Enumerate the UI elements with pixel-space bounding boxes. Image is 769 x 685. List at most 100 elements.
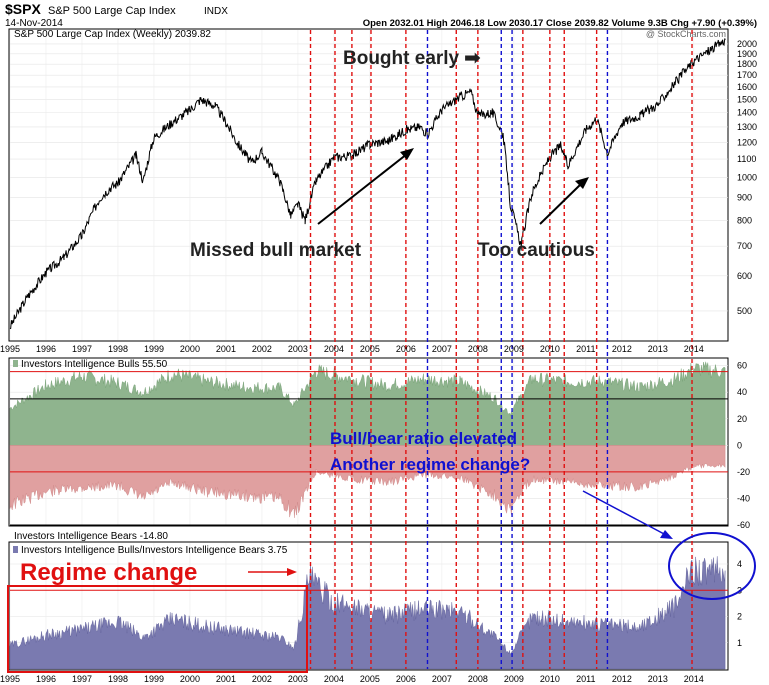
x-tick-label: 1995 xyxy=(0,674,20,684)
x-tick-label: 1998 xyxy=(108,344,128,354)
x-tick-label: 2004 xyxy=(324,344,344,354)
price-y-tick: 1600 xyxy=(737,82,757,92)
highlight-box xyxy=(7,585,308,673)
x-tick-label: 2007 xyxy=(432,344,452,354)
annotation-bull-bear-elevated: Bull/bear ratio elevated xyxy=(330,429,517,448)
ratio-y-tick: 2 xyxy=(737,612,742,622)
ratio-area xyxy=(9,556,726,670)
x-tick-label: 2011 xyxy=(576,674,595,684)
highlight-ellipse xyxy=(668,532,756,600)
x-tick-label: 2009 xyxy=(504,344,524,354)
ohlc-text: Open 2032.01 High 2046.18 Low 2030.17 Cl… xyxy=(363,18,757,29)
x-tick-label: 2002 xyxy=(252,674,272,684)
x-tick-label: 1999 xyxy=(144,344,164,354)
x-tick-label: 2005 xyxy=(360,674,380,684)
price-y-tick: 500 xyxy=(737,306,752,316)
bulls-legend-swatch xyxy=(13,360,18,367)
watermark: @ StockCharts.com xyxy=(646,29,726,39)
x-tick-label: 2005 xyxy=(360,344,380,354)
x-tick-label: 2009 xyxy=(504,674,524,684)
sentiment-y-tick: -60 xyxy=(737,520,750,530)
price-line xyxy=(9,38,726,330)
x-tick-label: 2014 xyxy=(684,674,704,684)
annotation-bought-early: Bought early ➡ xyxy=(343,48,480,69)
price-series xyxy=(9,38,726,330)
arrow-too-cautious-head xyxy=(575,177,589,189)
x-tick-label: 2014 xyxy=(684,344,704,354)
x-tick-label: 2010 xyxy=(540,344,560,354)
price-panel-frame xyxy=(8,28,729,342)
x-tick-label: 2000 xyxy=(180,674,200,684)
exchange: INDX xyxy=(204,6,228,17)
price-y-tick: 600 xyxy=(737,271,752,281)
bears-legend: Investors Intelligence Bears -14.80 xyxy=(14,531,168,542)
annotation-missed-bull: Missed bull market xyxy=(190,240,362,261)
x-tick-label: 2003 xyxy=(288,674,308,684)
price-y-tick: 1700 xyxy=(737,70,757,80)
arrow-regime-blue xyxy=(582,490,667,536)
price-y-tick: 1300 xyxy=(737,122,757,132)
x-tick-label: 1999 xyxy=(144,674,164,684)
x-tick-label: 1995 xyxy=(0,344,20,354)
price-y-tick: 1400 xyxy=(737,108,757,118)
arrow-regime-blue-head xyxy=(660,530,673,539)
sentiment-y-tick: 40 xyxy=(737,387,747,397)
x-tick-label: 2010 xyxy=(540,674,560,684)
ratio-series xyxy=(9,556,726,670)
x-tick-label: 1997 xyxy=(72,674,92,684)
x-tick-label: 2000 xyxy=(180,344,200,354)
x-tick-label: 2004 xyxy=(324,674,344,684)
ratio-legend-swatch xyxy=(13,546,18,553)
x-tick-label: 1997 xyxy=(72,344,92,354)
x-tick-label: 2012 xyxy=(612,344,632,354)
x-tick-label: 1996 xyxy=(36,344,56,354)
price-y-tick: 1900 xyxy=(737,49,757,59)
annotation-regime-change: Regime change xyxy=(20,559,197,586)
price-y-tick: 2000 xyxy=(737,39,757,49)
x-tick-label: 2006 xyxy=(396,344,416,354)
arrow-regime-red-head xyxy=(287,568,297,576)
price-y-tick: 1100 xyxy=(737,154,756,164)
price-y-tick: 1200 xyxy=(737,137,757,147)
price-y-tick: 1800 xyxy=(737,59,757,69)
price-grid xyxy=(9,30,728,340)
header-date: 14-Nov-2014 xyxy=(5,18,63,29)
x-tick-label: 1996 xyxy=(36,674,56,684)
price-y-tick: 800 xyxy=(737,215,752,225)
x-axis-bottom: 1995 1996 1997 1998 1999 2000 2001 2002 2003 2004… xyxy=(0,674,704,684)
ratio-legend: Investors Intelligence Bulls/Investors I… xyxy=(21,545,288,556)
arrow-too-cautious xyxy=(539,182,583,225)
price-y-tick: 1500 xyxy=(737,94,757,104)
x-tick-label: 2003 xyxy=(288,344,308,354)
x-axis-top: 1995 1996 1997 1998 1999 2000 2001 2002 2003 2004… xyxy=(0,344,704,354)
x-tick-label: 2011 xyxy=(576,344,595,354)
x-tick-label: 2001 xyxy=(216,674,236,684)
ratio-y-tick: 1 xyxy=(737,638,742,648)
price-y-axis: 500 600 700 800 900 1000 1100 1200 1300 1400 1500 1… xyxy=(737,39,757,316)
x-tick-label: 2006 xyxy=(396,674,416,684)
x-tick-label: 2001 xyxy=(216,344,236,354)
sentiment-y-tick: 0 xyxy=(737,440,742,450)
sentiment-y-tick: 60 xyxy=(737,361,747,371)
price-y-tick: 700 xyxy=(737,241,752,251)
symbol: $SPX xyxy=(5,1,41,17)
x-tick-label: 2013 xyxy=(648,674,668,684)
reference-lines xyxy=(10,371,728,591)
symbol-desc: S&P 500 Large Cap Index xyxy=(48,5,176,17)
price-y-tick: 1000 xyxy=(737,172,757,182)
vertical-markers xyxy=(309,30,693,669)
sentiment-y-axis: 60 40 20 0 -20 -40 -60 xyxy=(737,361,750,530)
sentiment-panel-frame xyxy=(8,357,729,527)
sentiment-y-tick: 20 xyxy=(737,414,747,424)
x-tick-label: 1998 xyxy=(108,674,128,684)
annotation-too-cautious: Too cautious xyxy=(478,240,595,261)
x-tick-label: 2013 xyxy=(648,344,668,354)
arrow-missed-bull-head xyxy=(400,148,414,160)
bulls-legend: Investors Intelligence Bulls 55.50 xyxy=(21,359,168,370)
price-y-tick: 900 xyxy=(737,193,752,203)
x-tick-label: 2002 xyxy=(252,344,272,354)
x-tick-label: 2012 xyxy=(612,674,632,684)
annotation-another-regime: Another regime change? xyxy=(330,455,530,474)
